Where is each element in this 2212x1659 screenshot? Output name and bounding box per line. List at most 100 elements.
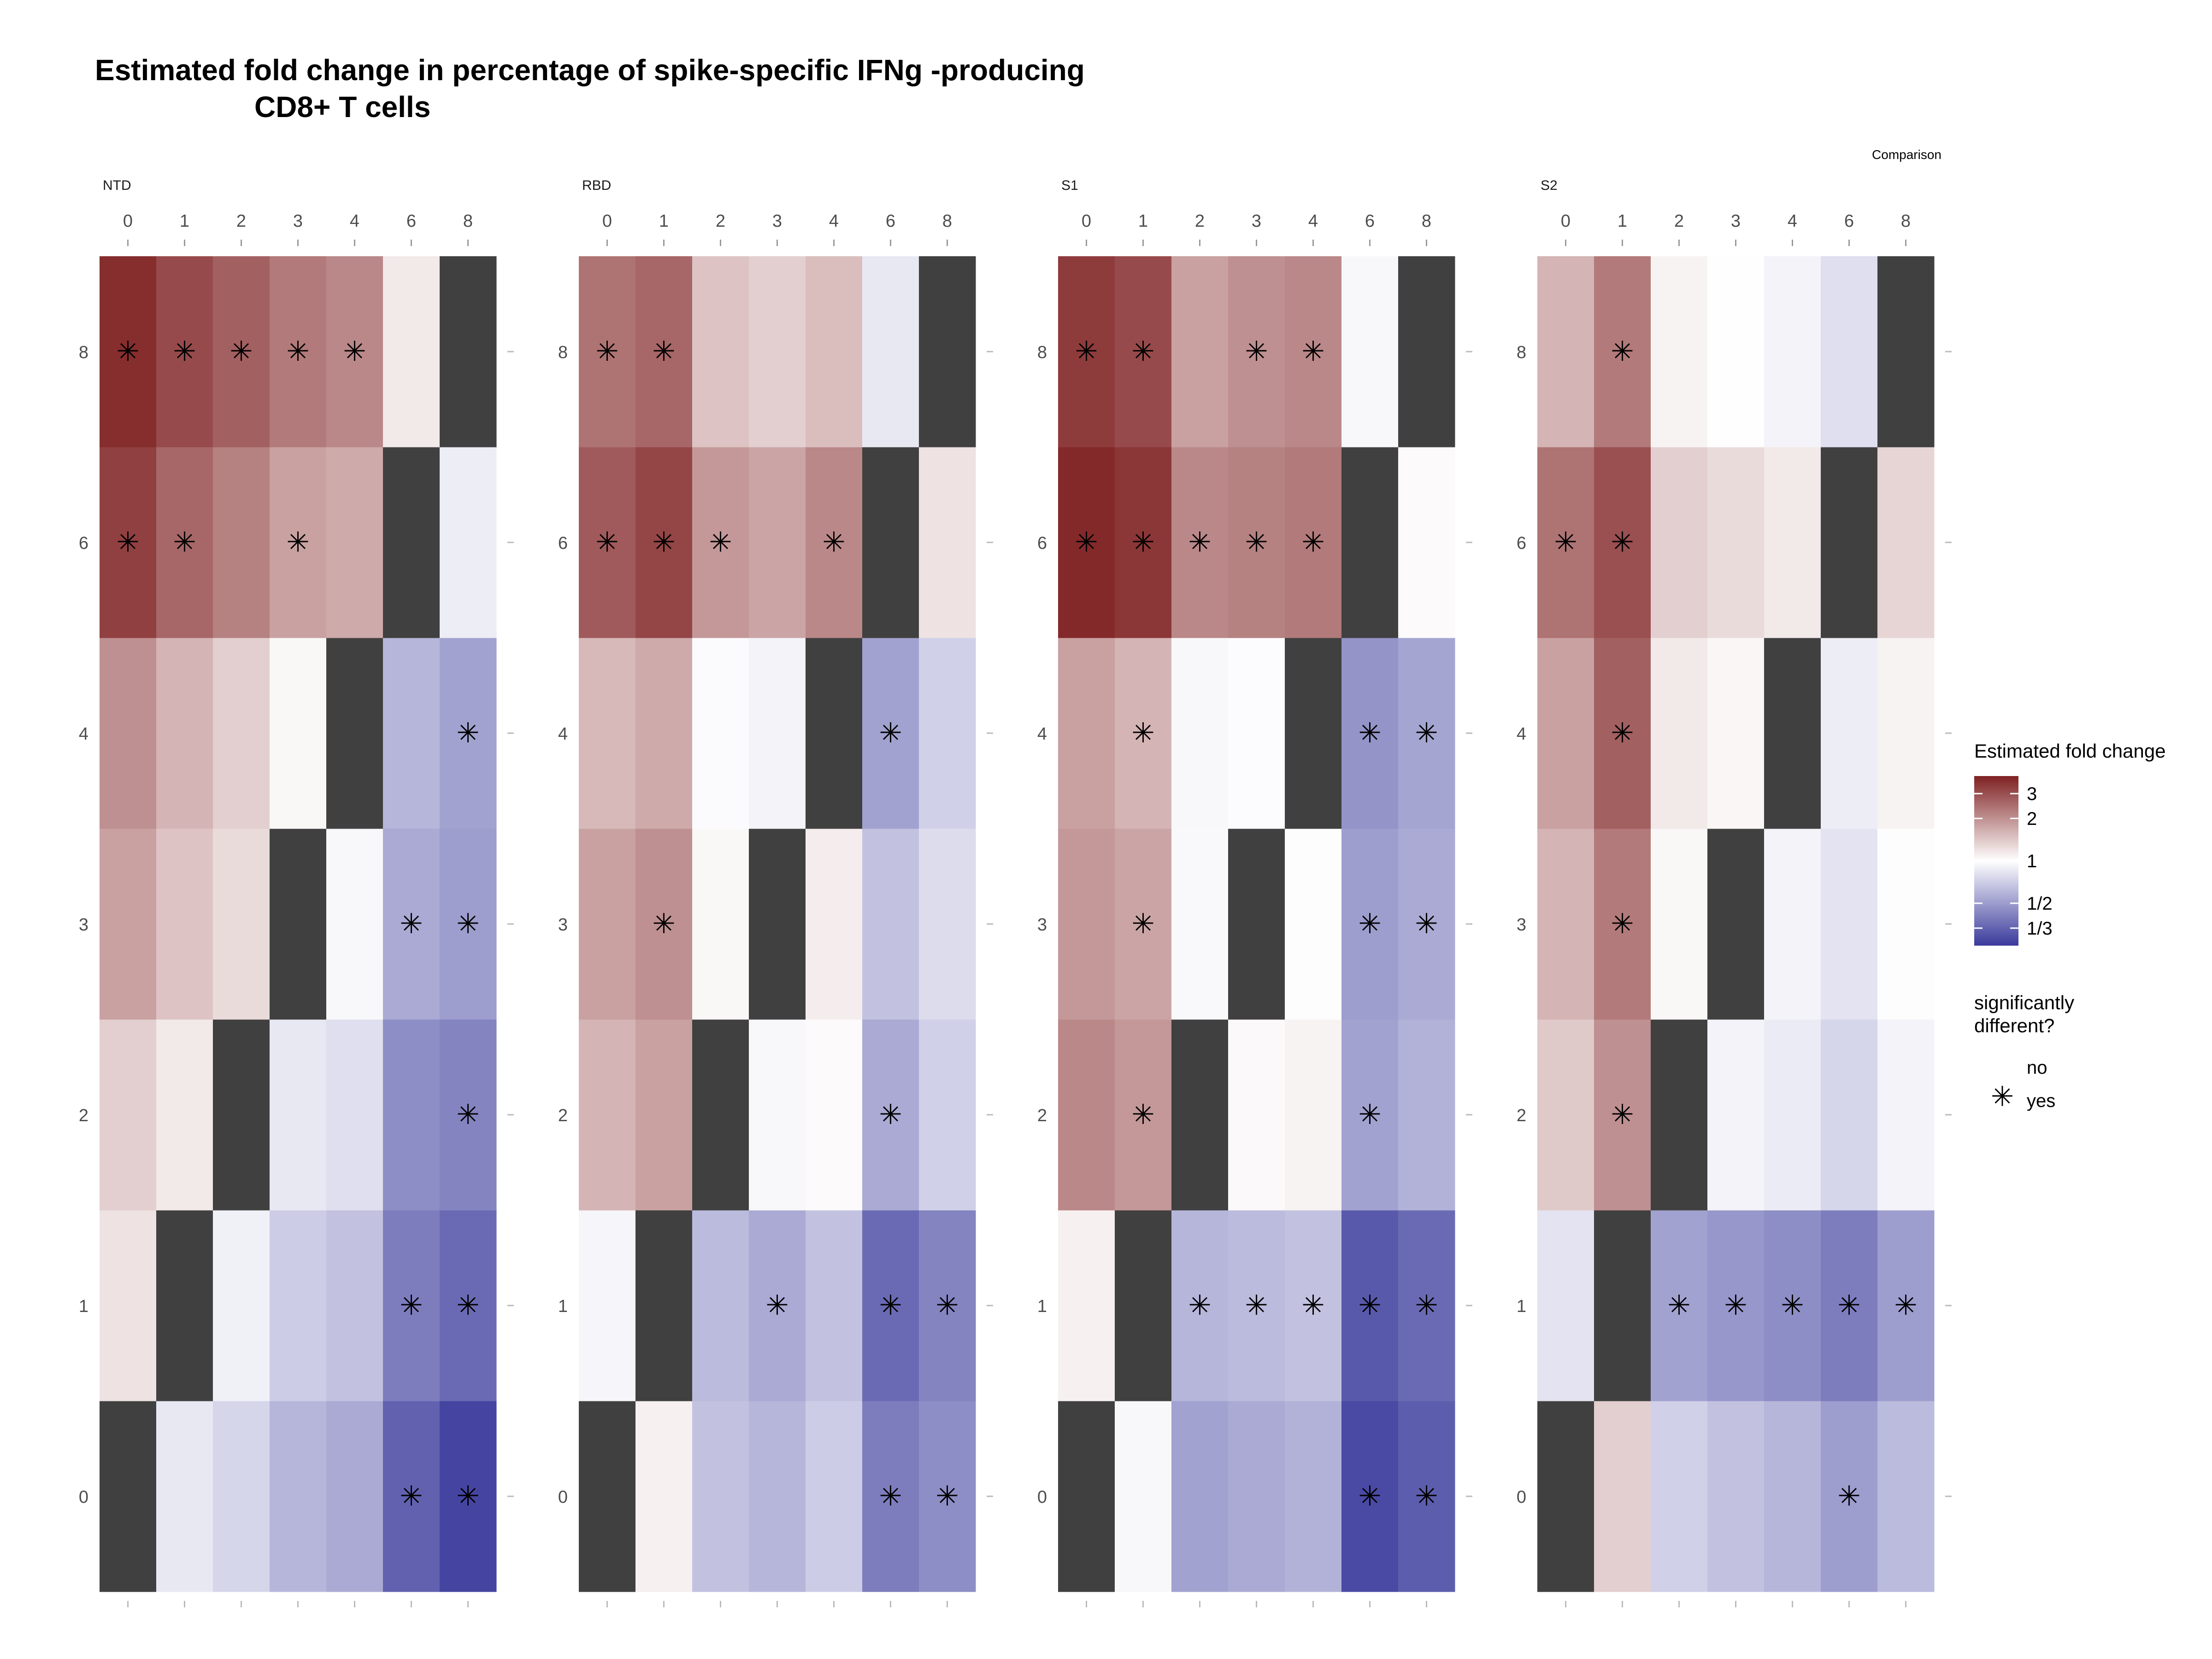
heatmap-cell-s1-y1-x0 [1058,1210,1115,1401]
y-tick-label: 1 [79,1297,88,1316]
x-tick-label: 3 [293,212,303,231]
heatmap-cell-ntd-y1-x8 [440,1210,497,1401]
heatmap-cell-ntd-y8-x8 [440,256,497,447]
heatmap-cell-ntd-y0-x4 [326,1401,383,1592]
heatmap-cell-s2-y3-x1 [1594,829,1651,1020]
heatmap-cell-s1-y6-x2 [1171,447,1229,638]
heatmap-cell-rbd-y3-x6 [862,829,919,1020]
heatmap-cell-s2-y8-x8 [1877,256,1935,447]
significance-star: ✳ [116,526,139,559]
heatmap-cell-ntd-y6-x3 [270,447,327,638]
significance-star: ✳ [879,1289,902,1322]
heatmap-cell-rbd-y6-x4 [806,447,863,638]
heatmap-cell-s2-y6-x1 [1594,447,1651,638]
heatmap-cell-ntd-y3-x8 [440,829,497,1020]
x-tick-label: 4 [350,212,359,231]
heatmap-cell-rbd-y8-x4 [806,256,863,447]
heatmap-cell-s2-y0-x2 [1651,1401,1708,1592]
significance-star: ✳ [1358,1480,1381,1512]
heatmap-cell-s1-y4-x0 [1058,638,1115,829]
significance-star: ✳ [116,335,139,368]
y-tick-label: 6 [558,534,568,553]
heatmap-cell-s2-y4-x8 [1877,638,1935,829]
significance-star: ✳ [1358,1289,1381,1322]
heatmap-cell-s1-y6-x3 [1228,447,1285,638]
y-tick-label: 8 [558,343,568,362]
significance-star: ✳ [1358,717,1381,749]
heatmap-cell-s1-y1-x8 [1398,1210,1455,1401]
heatmap-cell-rbd-y2-x8 [919,1019,976,1211]
y-tick-label: 4 [558,724,568,744]
heatmap-cell-rbd-y2-x0 [579,1019,636,1211]
heatmap-cell-rbd-y8-x0 [579,256,636,447]
heatmap-cell-ntd-y2-x1 [156,1019,213,1211]
y-tick-label: 0 [1517,1488,1526,1507]
heatmap-cell-s1-y0-x0 [1058,1401,1115,1592]
heatmap-cell-ntd-y1-x2 [213,1210,270,1401]
x-tick-label: 8 [1422,212,1431,231]
significance-star: ✳ [286,335,309,368]
heatmap-cell-rbd-y6-x2 [692,447,749,638]
heatmap-cell-ntd-y3-x4 [326,829,383,1020]
heatmap-cell-s1-y3-x1 [1115,829,1172,1020]
y-tick-label: 2 [79,1106,88,1125]
heatmap-cell-s2-y8-x3 [1707,256,1765,447]
heatmap-cell-s1-y4-x2 [1171,638,1229,829]
heatmap-cell-rbd-y1-x6 [862,1210,919,1401]
x-tick-label: 0 [1561,212,1571,231]
heatmap-cell-s2-y4-x4 [1764,638,1821,829]
x-tick-label: 2 [716,212,725,231]
heatmap-cell-s1-y6-x0 [1058,447,1115,638]
significance-star: ✳ [400,908,423,940]
y-tick-label: 0 [79,1488,88,1507]
heatmap-cell-ntd-y3-x1 [156,829,213,1020]
heatmap-cell-s2-y8-x2 [1651,256,1708,447]
x-tick-label: 8 [1901,212,1911,231]
x-tick-label: 4 [1308,212,1318,231]
heatmap-cell-ntd-y6-x4 [326,447,383,638]
heatmap-cell-rbd-y1-x1 [635,1210,693,1401]
heatmap-cell-s2-y0-x4 [1764,1401,1821,1592]
heatmap-cell-s2-y2-x0 [1537,1019,1594,1211]
y-tick-label: 3 [1517,915,1526,935]
heatmap-cell-s2-y8-x1 [1594,256,1651,447]
heatmap-cell-s1-y2-x2 [1171,1019,1229,1211]
heatmap-cell-s1-y2-x4 [1285,1019,1342,1211]
significance-star: ✳ [173,526,196,559]
significance-star: ✳ [1301,526,1324,559]
colorbar-break-label: 1/3 [2027,918,2053,939]
significance-star: ✳ [1894,1289,1917,1322]
significance-star: ✳ [229,335,253,368]
y-tick-label: 1 [1517,1297,1526,1316]
y-tick-label: 2 [1037,1106,1047,1125]
heatmap-cell-s1-y8-x3 [1228,256,1285,447]
heatmap-cell-rbd-y6-x0 [579,447,636,638]
heatmap-cell-rbd-y4-x4 [806,638,863,829]
significance-star: ✳ [1415,908,1438,940]
y-tick-label: 0 [558,1488,568,1507]
heatmap-cell-rbd-y1-x2 [692,1210,749,1401]
y-tick-label: 8 [1037,343,1047,362]
heatmap-cell-s1-y3-x6 [1341,829,1399,1020]
heatmap-cell-ntd-y8-x4 [326,256,383,447]
fill-legend-title: Estimated fold change [1974,740,2166,762]
colorbar-break-label: 2 [2027,809,2037,829]
significance-star: ✳ [1837,1289,1860,1322]
significance-star: ✳ [1667,1289,1690,1322]
heatmap-cell-s1-y6-x8 [1398,447,1455,638]
significance-star: ✳ [1781,1289,1804,1322]
heatmap-cell-ntd-y1-x0 [100,1210,157,1401]
heatmap-cell-s2-y1-x6 [1821,1210,1878,1401]
heatmap-cell-ntd-y0-x0 [100,1401,157,1592]
significance-star: ✳ [1611,717,1634,749]
heatmap-cell-ntd-y1-x1 [156,1210,213,1401]
y-tick-label: 3 [1037,915,1047,935]
heatmap-cell-s1-y3-x8 [1398,829,1455,1020]
significance-star: ✳ [343,335,366,368]
significance-star: ✳ [1245,526,1268,559]
heatmap-cell-rbd-y3-x8 [919,829,976,1020]
heatmap-cell-s1-y8-x6 [1341,256,1399,447]
x-tick-label: 0 [123,212,133,231]
heatmap-cell-s2-y8-x4 [1764,256,1821,447]
